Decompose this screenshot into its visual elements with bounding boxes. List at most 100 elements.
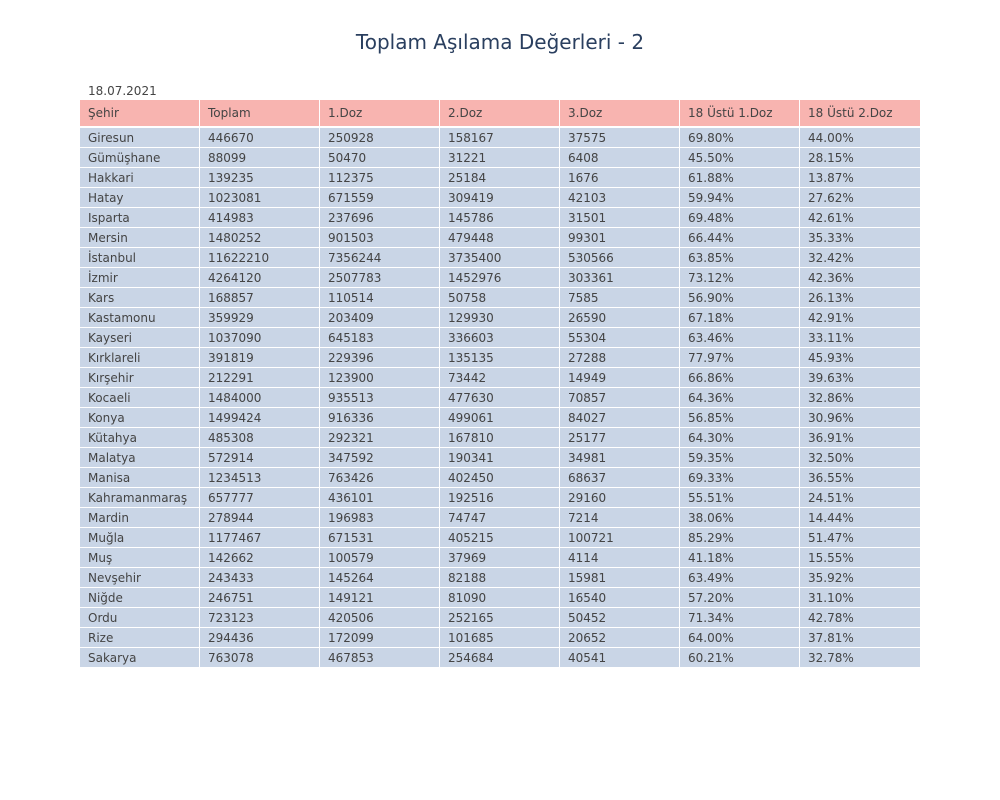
table-cell: 359929 [200, 308, 320, 327]
table-cell: 44.00% [808, 131, 854, 145]
table-cell: İzmir [80, 268, 200, 287]
table-cell: 246751 [200, 588, 320, 607]
table-cell: Manisa [80, 468, 200, 487]
table-cell: 40541 [560, 648, 680, 667]
table-cell: 88099 [200, 148, 320, 167]
table-row: Hakkari 139235 112375 25184 1676 61.88% 13.87% [80, 168, 920, 188]
table-cell: 24.51% [808, 491, 854, 505]
table-row: Kırklareli 391819 229396 135135 27288 77.97% 4… [80, 348, 920, 368]
table-cell: 723123 [200, 608, 320, 627]
table-cell: 645183 [320, 328, 440, 347]
table-cell: 37969 [440, 548, 560, 567]
table-cell: 45.50% [680, 148, 800, 167]
table-cell: Mardin [80, 508, 200, 527]
table-cell: 29160 [560, 488, 680, 507]
table-row: Mardin 278944 196983 74747 7214 38.06% 14.44% [80, 508, 920, 528]
table-cell: 149121 [320, 588, 440, 607]
table-cell: 69.33% [680, 468, 800, 487]
table-cell: 27288 [560, 348, 680, 367]
table-cell: 252165 [440, 608, 560, 627]
table-cell: 479448 [440, 228, 560, 247]
table-cell: 763426 [320, 468, 440, 487]
table-cell: 7356244 [320, 248, 440, 267]
table-row: İzmir 4264120 2507783 1452976 303361 73.12% 42… [80, 268, 920, 288]
table-cell: 30.96% [808, 411, 854, 425]
table-cell: 64.36% [680, 388, 800, 407]
column-header: 2.Doz [440, 100, 560, 126]
column-header: 3.Doz [560, 100, 680, 126]
table-cell: 1676 [560, 168, 680, 187]
table-cell: 100721 [560, 528, 680, 547]
table-cell: 61.88% [680, 168, 800, 187]
table-cell: 15981 [560, 568, 680, 587]
table-row: Hatay 1023081 671559 309419 42103 59.94% 27.62… [80, 188, 920, 208]
table-cell: 55304 [560, 328, 680, 347]
table-cell: 278944 [200, 508, 320, 527]
table-cell: 66.86% [680, 368, 800, 387]
table-cell: Ordu [80, 608, 200, 627]
table-cell: 36.91% [808, 431, 854, 445]
table-cell: 50758 [440, 288, 560, 307]
table-body: Giresun 446670 250928 158167 37575 69.80% 44.0… [80, 128, 920, 668]
table-cell: 671559 [320, 188, 440, 207]
table-cell: Kırşehir [80, 368, 200, 387]
table-cell: 6408 [560, 148, 680, 167]
table-cell: 38.06% [680, 508, 800, 527]
table-cell: 405215 [440, 528, 560, 547]
table-header-row: Şehir Toplam 1.Doz 2.Doz 3.Doz 18 Üstü 1.Doz 1… [80, 100, 920, 128]
table-cell: 37.81% [808, 631, 854, 645]
table-cell: 7585 [560, 288, 680, 307]
table-cell: 1234513 [200, 468, 320, 487]
table-cell: 101685 [440, 628, 560, 647]
table-cell: 110514 [320, 288, 440, 307]
table-cell: 39.63% [808, 371, 854, 385]
table-cell: 2507783 [320, 268, 440, 287]
table-cell: 42.91% [808, 311, 854, 325]
table-cell: 916336 [320, 408, 440, 427]
table-row: Manisa 1234513 763426 402450 68637 69.33% 36.5… [80, 468, 920, 488]
table-cell: 20652 [560, 628, 680, 647]
table-row: Nevşehir 243433 145264 82188 15981 63.49% 35.9… [80, 568, 920, 588]
table-cell: 129930 [440, 308, 560, 327]
table-cell: 26590 [560, 308, 680, 327]
table-cell: 192516 [440, 488, 560, 507]
table-cell: 1177467 [200, 528, 320, 547]
table-cell: 145786 [440, 208, 560, 227]
table-cell: 56.90% [680, 288, 800, 307]
table-cell: 168857 [200, 288, 320, 307]
table-cell: 11622210 [200, 248, 320, 267]
table-cell: 60.21% [680, 648, 800, 667]
table-cell: Kars [80, 288, 200, 307]
table-cell: Isparta [80, 208, 200, 227]
table-cell: 28.15% [808, 151, 854, 165]
table-row: Kırşehir 212291 123900 73442 14949 66.86% 39.6… [80, 368, 920, 388]
table-cell: 31.10% [808, 591, 854, 605]
table-cell: 68637 [560, 468, 680, 487]
table-cell: 63.85% [680, 248, 800, 267]
table-cell: 477630 [440, 388, 560, 407]
table-cell: 139235 [200, 168, 320, 187]
table-cell: 414983 [200, 208, 320, 227]
table-cell: Hatay [80, 188, 200, 207]
table-cell: 196983 [320, 508, 440, 527]
table-cell: 436101 [320, 488, 440, 507]
table-cell: 203409 [320, 308, 440, 327]
table-cell: 158167 [440, 128, 560, 147]
table-cell: 16540 [560, 588, 680, 607]
table-cell: 66.44% [680, 228, 800, 247]
table-cell: 41.18% [680, 548, 800, 567]
table-cell: Kahramanmaraş [80, 488, 200, 507]
table-cell: 70857 [560, 388, 680, 407]
table-cell: 671531 [320, 528, 440, 547]
table-cell: 446670 [200, 128, 320, 147]
table-cell: 42.61% [808, 211, 854, 225]
table-cell: 35.33% [808, 231, 854, 245]
table-cell: 56.85% [680, 408, 800, 427]
table-cell: Sakarya [80, 648, 200, 667]
table-cell: 36.55% [808, 471, 854, 485]
table-cell: 530566 [560, 248, 680, 267]
table-cell: 69.80% [680, 128, 800, 147]
table-cell: 82188 [440, 568, 560, 587]
table-cell: 254684 [440, 648, 560, 667]
table-cell: 64.00% [680, 628, 800, 647]
